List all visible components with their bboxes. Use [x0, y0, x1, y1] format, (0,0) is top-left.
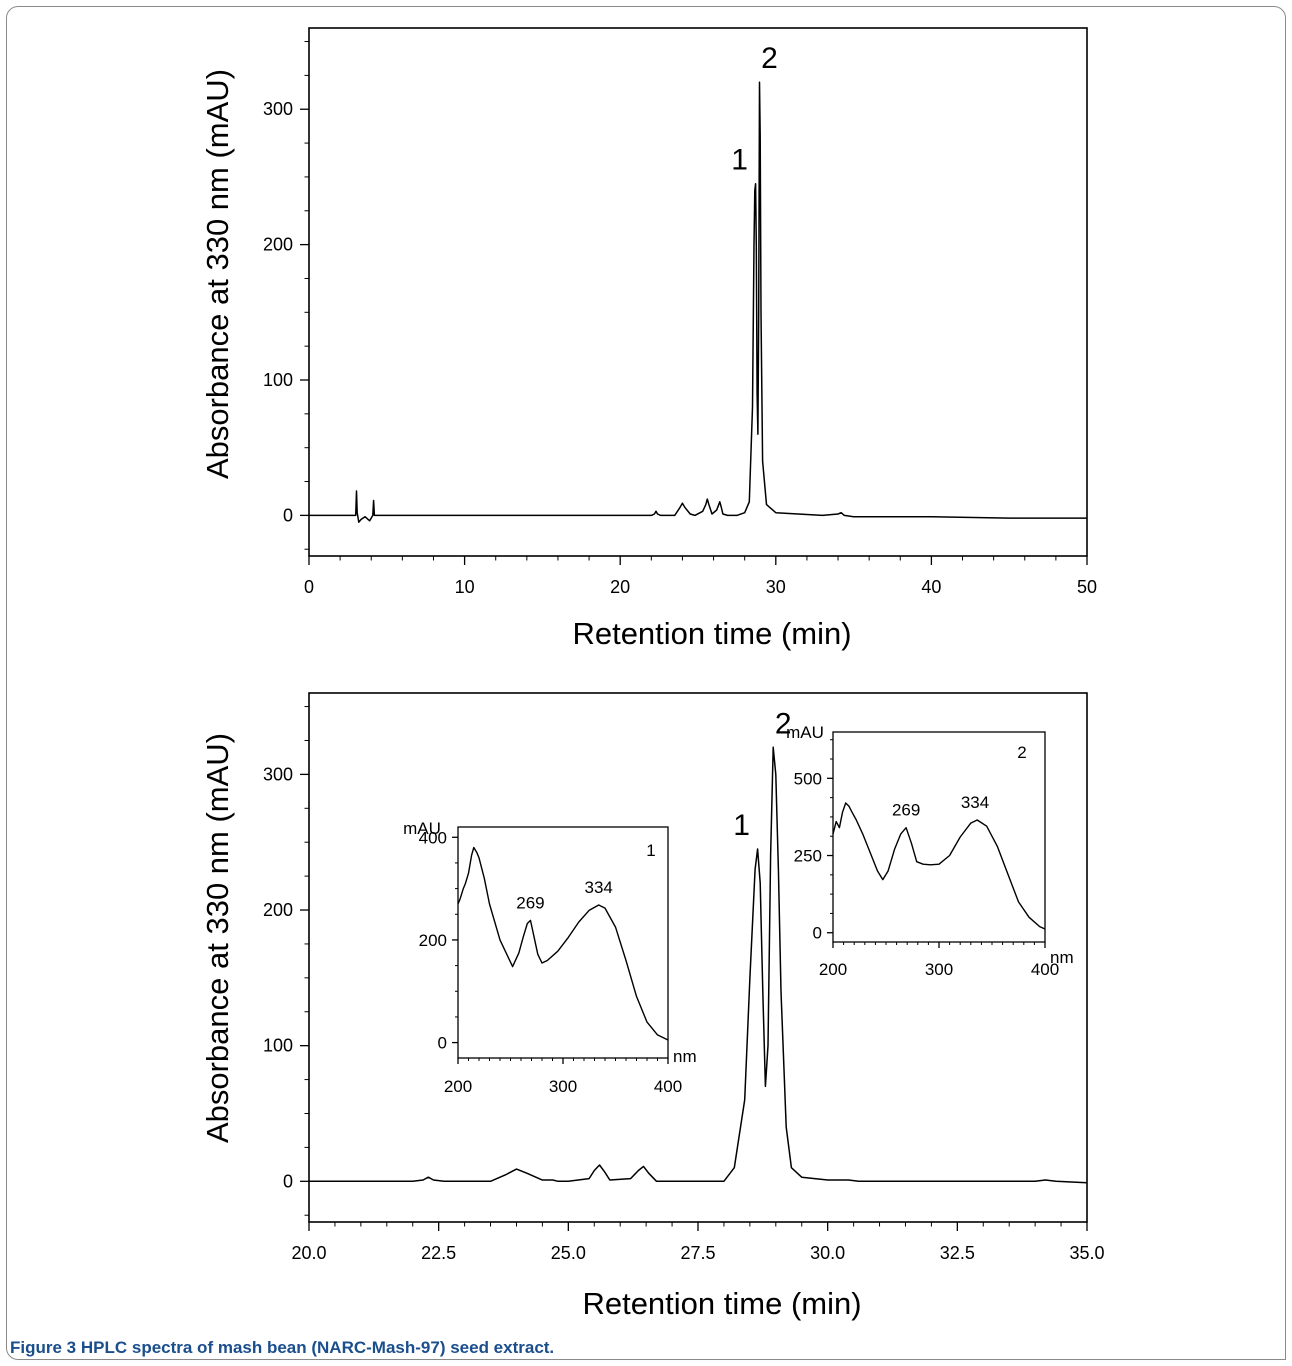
main2-x-tick-label: 30.0: [810, 1243, 845, 1263]
inset1-y-tick-label: 400: [419, 828, 447, 847]
inset1-x-tick-label: 200: [444, 1077, 472, 1096]
figure-frame: [6, 6, 1286, 1360]
main2-peak-label: 2: [775, 707, 792, 740]
inset1-y-tick-label: 0: [438, 1034, 447, 1053]
main1-x-tick-label: 30: [766, 577, 786, 597]
inset2-y-tick-label: 500: [794, 769, 822, 788]
main1-x-tick-label: 50: [1077, 577, 1097, 597]
inset2-inset-number: 2: [1017, 743, 1026, 762]
main2-y-tick-label: 100: [263, 1036, 293, 1056]
main2-y-axis-label: Absorbance at 330 nm (mAU): [200, 733, 235, 1143]
inset1-series-line: [457, 846, 669, 1041]
inset2-y-tick-label: 250: [794, 847, 822, 866]
inset2-peak-annotation: 269: [892, 801, 920, 820]
main2-x-tick-label: 20.0: [291, 1243, 326, 1263]
inset2-x-tick-label: 400: [1031, 960, 1059, 979]
inset1-x-tick-label: 300: [549, 1077, 577, 1096]
caption-text: HPLC spectra of mash bean (NARC-Mash-97)…: [80, 1338, 555, 1357]
main2-x-tick-label: 32.5: [940, 1243, 975, 1263]
inset1-y-tick-label: 200: [419, 931, 447, 950]
main2-x-tick-label: 25.0: [551, 1243, 586, 1263]
inset1-x-axis-label: nm: [673, 1047, 697, 1066]
inset1-peak-annotation: 334: [585, 878, 613, 897]
inset2-y-tick-label: 0: [813, 924, 822, 943]
main1-peak-label: 1: [731, 144, 748, 177]
main1-y-axis-label: Absorbance at 330 nm (mAU): [200, 69, 235, 479]
main1-y-tick-label: 300: [263, 99, 293, 119]
main2-y-tick-label: 0: [283, 1171, 293, 1191]
inset1-y-axis-label: mAU: [403, 819, 441, 838]
inset2-x-axis-label: nm: [1050, 948, 1074, 967]
main1-peak-label: 2: [761, 42, 778, 75]
caption-label: Figure 3: [10, 1338, 77, 1357]
main2-y-tick-label: 300: [263, 764, 293, 784]
main1-series-line: [309, 81, 1087, 523]
main2-x-tick-label: 35.0: [1069, 1243, 1104, 1263]
main1-x-tick-label: 20: [610, 577, 630, 597]
main1-x-axis-label: Retention time (min): [572, 616, 851, 651]
figure-caption: Figure 3 HPLC spectra of mash bean (NARC…: [10, 1338, 554, 1358]
main1-x-tick-label: 40: [921, 577, 941, 597]
inset2-peak-annotation: 334: [961, 793, 989, 812]
main1-x-tick-label: 10: [455, 577, 475, 597]
main1-x-tick-label: 0: [304, 577, 314, 597]
inset2-series-line: [832, 802, 1046, 930]
main2-x-tick-label: 22.5: [421, 1243, 456, 1263]
main1-plot-frame: [308, 27, 1088, 557]
inset2-y-axis-label: mAU: [786, 723, 824, 742]
inset2-chart: 200 300 400 0 250 500 nm mAU 2 269 334: [786, 723, 1074, 979]
main1-y-tick-label: 100: [263, 370, 293, 390]
main2-y-tick-label: 200: [263, 900, 293, 920]
main1-y-tick-label: 0: [283, 505, 293, 525]
inset1-plot-bg: [458, 827, 668, 1058]
inset1-chart: 200 300 400 0 200 400 nm mAU 1 269 334: [403, 819, 697, 1096]
inset1-x-tick-label: 400: [654, 1077, 682, 1096]
main2-chart: 20.0 22.5 25.0 27.5 30.0 32.5 35.00100200300Re…: [200, 692, 1105, 1321]
main1-y-tick-label: 200: [263, 235, 293, 255]
inset1-peak-annotation: 269: [516, 893, 544, 912]
main1-chart: 0 10 20 30 40 50 0 100 200 300 Retention time (min…: [200, 27, 1097, 651]
inset2-plot-bg: [833, 732, 1045, 942]
main2-x-axis-label: Retention time (min): [582, 1286, 861, 1321]
inset1-inset-number: 1: [646, 841, 655, 860]
main2-series-line: [309, 746, 1088, 1184]
main2-x-tick-label: 27.5: [680, 1243, 715, 1263]
inset2-x-tick-label: 300: [925, 960, 953, 979]
main2-peak-label: 1: [733, 809, 750, 842]
inset2-x-tick-label: 200: [819, 960, 847, 979]
